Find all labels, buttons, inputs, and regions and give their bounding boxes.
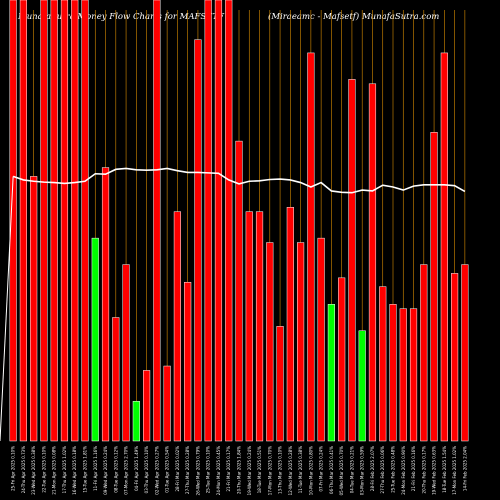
bar [122, 264, 130, 442]
x-tick-label: 25-Fri Apr 2025 0.10% [11, 446, 16, 491]
x-tick-label: 21-Mon Apr 2025 0.08% [52, 446, 57, 495]
bar [276, 326, 284, 442]
bar [440, 52, 448, 442]
bar [143, 370, 151, 442]
x-tick-label: 04-Tue Mar 2025 0.21% [349, 446, 354, 493]
bar [327, 304, 335, 442]
x-tick-label: 27-Thu Feb 2025 0.06% [380, 446, 385, 494]
bar [40, 0, 48, 442]
x-tick-label: 23-Wed Apr 2025 0.38% [31, 446, 36, 495]
bar [430, 132, 438, 442]
x-tick-label: 12-Wed Mar 2025 0.28% [288, 446, 293, 496]
bar [60, 0, 69, 442]
x-tick-label: 19-Wed Feb 2025 0.63% [432, 446, 437, 495]
x-tick-label: 27-Thu Mar 2025 0.28% [185, 446, 190, 494]
x-tick-label: 11-Fri Apr 2025 1.16% [93, 446, 98, 491]
bar [389, 304, 397, 442]
x-tick-label: 21-Fri Mar 2025 0.17% [226, 446, 231, 492]
bar [50, 0, 58, 442]
average-line-lead [0, 176, 14, 442]
x-tick-label: 05-Wed Mar 2025 0.70% [339, 446, 344, 496]
x-tick-label: 07-Fri Mar 2025 0.24% [319, 446, 324, 492]
x-tick-label: 16-Wed Apr 2025 0.18% [72, 446, 77, 495]
bar [255, 211, 264, 442]
bar [81, 0, 89, 442]
x-tick-label: 20-Thu Mar 2025 1.84% [237, 446, 242, 494]
bar [245, 211, 253, 442]
bar [163, 365, 171, 442]
x-tick-label: 15-Tue Apr 2025 1.81% [83, 446, 88, 493]
bar [461, 264, 469, 442]
bar [358, 330, 366, 442]
x-tick-label: 10-Mon Mar 2025 0.80% [308, 446, 313, 495]
bar [71, 0, 79, 442]
x-tick-label: 19-Wed Mar 2025 0.24% [247, 446, 252, 496]
x-tick-label: 26-Wed Mar 2025 0.79% [195, 446, 200, 496]
x-tick-label: 21-Fri Feb 2025 0.16% [411, 446, 416, 491]
bar [451, 273, 459, 442]
x-tick-label: 28-Fri Feb 2025 2.07% [370, 446, 375, 491]
bar [225, 0, 233, 442]
bar [112, 317, 120, 442]
bar [132, 401, 140, 442]
bar [297, 242, 305, 442]
x-tick-label: 07-Mon Apr 2025 2.70% [124, 446, 129, 495]
bar [30, 176, 38, 442]
x-tick-label: 03-Thu Apr 2025 0.10% [144, 446, 149, 494]
bar [338, 277, 346, 442]
bar [153, 0, 161, 442]
x-tick-label: 14-Fri Feb 2025 2.04% [462, 446, 467, 491]
bar [266, 242, 274, 442]
x-tick-label: 13-Thu Mar 2025 0.10% [278, 446, 283, 494]
bar [409, 308, 418, 442]
x-tick-label: 25-Tue Mar 2025 0.10% [206, 446, 211, 493]
x-tick-label: 09-Wed Apr 2025 0.24% [103, 446, 108, 495]
bar [399, 308, 407, 442]
x-tick-label: 24-Mon Feb 2025 0.90% [401, 446, 406, 495]
x-tick-label: 18-Tue Mar 2025 0.51% [257, 446, 262, 493]
bar [368, 83, 377, 442]
average-line [0, 167, 466, 442]
x-tick-label: 24-Mon Mar 2025 0.45% [216, 446, 221, 495]
x-tick-label: 17-Mon Feb 2025 1.02% [452, 446, 457, 495]
x-tick-label: 04-Fri Apr 2025 1.49% [134, 446, 139, 491]
x-tick-label: 08-Tue Apr 2025 0.12% [113, 446, 118, 493]
bar [379, 286, 387, 442]
x-tick-label: 22-Tue Apr 2025 0.10% [41, 446, 46, 493]
bar [235, 140, 243, 442]
x-tick-label: 18-Tue Feb 2025 1.54% [442, 446, 447, 493]
bar [184, 281, 192, 442]
bar-series [9, 0, 469, 442]
bar [204, 0, 212, 442]
bar [19, 0, 27, 442]
bar [194, 39, 202, 442]
x-tick-label: 25-Tue Feb 2025 0.48% [391, 446, 396, 493]
average-line-path [12, 167, 466, 194]
bar [214, 0, 223, 442]
x-tick-label: 03-Mon Mar 2025 0.59% [360, 446, 365, 495]
bar [173, 211, 181, 442]
x-axis-tick-labels: 25-Fri Apr 2025 0.10% 24-Thu Apr 2025 0.7… [11, 446, 468, 496]
x-tick-label: 06-Thu Mar 2025 0.41% [329, 446, 334, 494]
x-tick-label: 11-Tue Mar 2025 0.38% [298, 446, 303, 493]
x-tick-label: 28-Fri Mar 2025 0.02% [175, 446, 180, 492]
bar [286, 207, 294, 442]
bar [91, 237, 99, 442]
bar [307, 52, 315, 442]
bar [348, 79, 356, 442]
bar [420, 264, 428, 442]
x-tick-label: 02-Wed Apr 2025 0.27% [154, 446, 159, 495]
x-tick-label: 24-Thu Apr 2025 0.73% [21, 446, 26, 494]
chart-title-right: (Miraeamc - Mafsetf) MunafaSutra.com [268, 11, 439, 22]
x-tick-label: 20-Thu Feb 2025 0.17% [421, 446, 426, 494]
x-tick-label: 17-Thu Apr 2025 1.02% [62, 446, 67, 494]
bar [101, 167, 110, 442]
x-tick-label: 01-Tue Apr 2025 0.54% [165, 446, 170, 493]
bar [9, 0, 17, 442]
chart-title-left: MunafaSutra Money Flow Charts for MAFSET… [17, 12, 225, 22]
x-tick-label: 17-Mon Mar 2025 0.70% [267, 446, 272, 495]
bar [317, 237, 325, 442]
